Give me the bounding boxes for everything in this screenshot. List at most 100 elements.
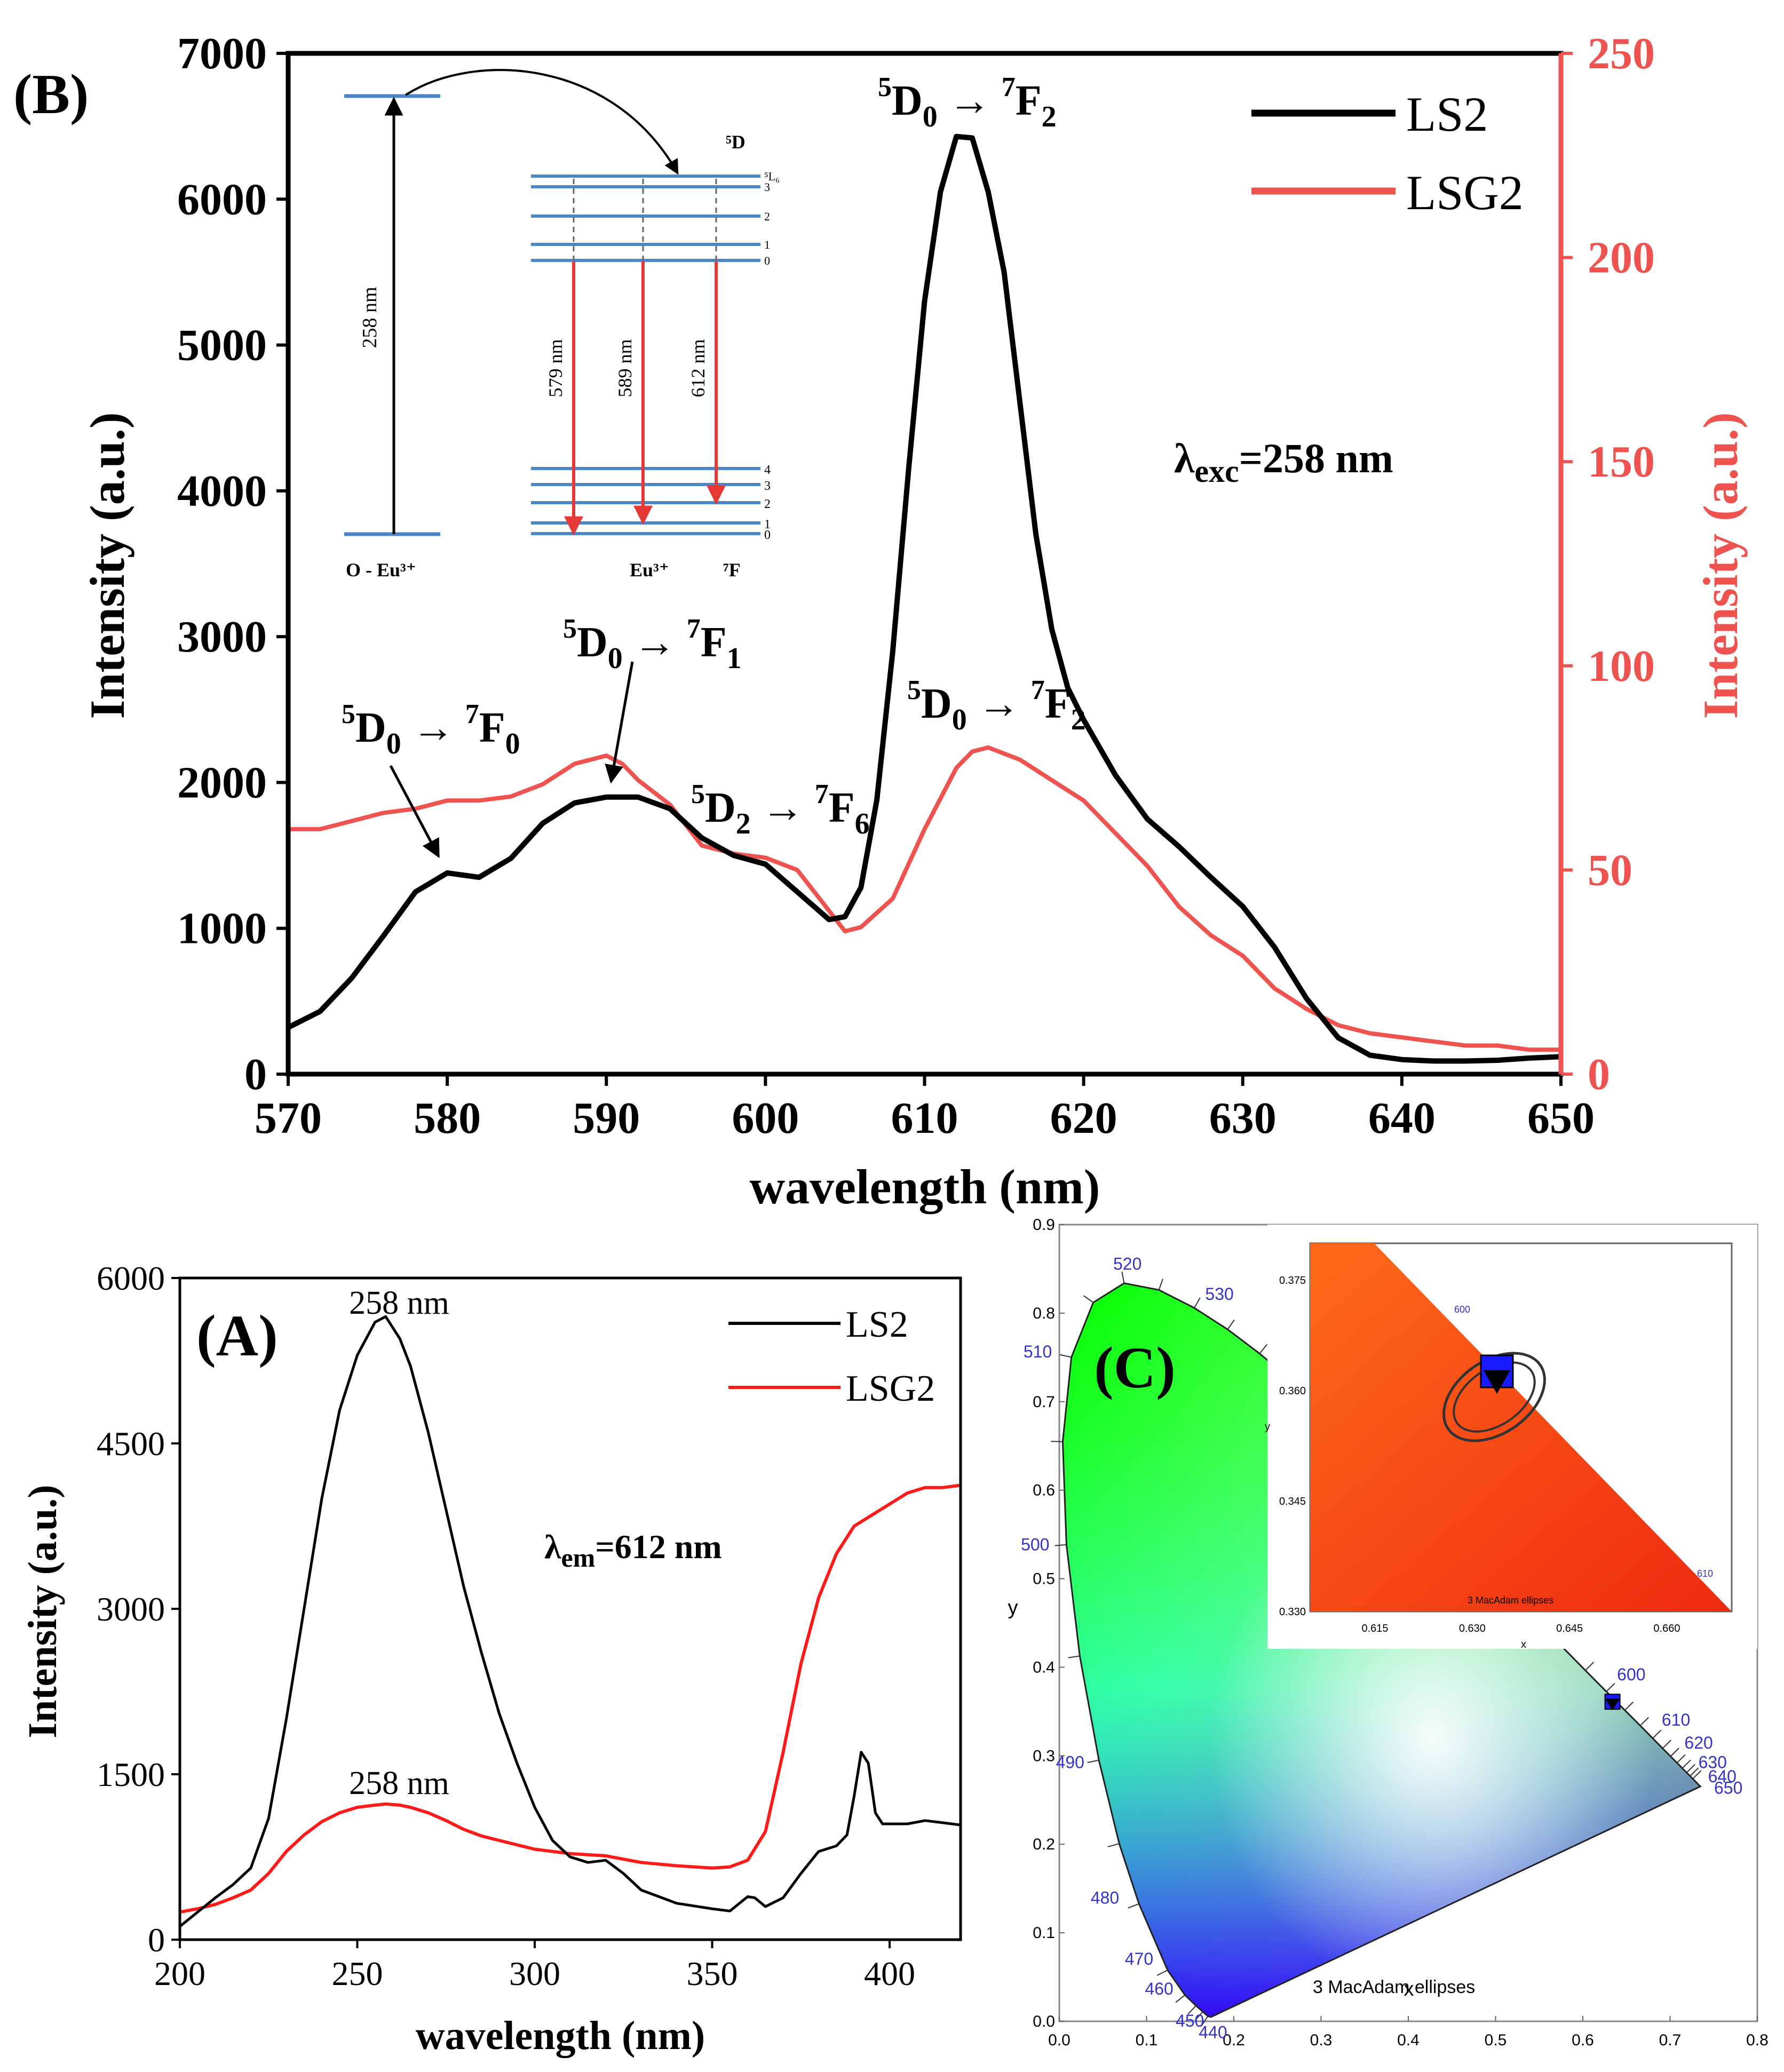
wavelength-label: 610 <box>1662 1710 1690 1729</box>
locus-tick <box>1187 2005 1196 2015</box>
x-axis: 0.0 0.1 0.2 0.3 0.4 0.5 0.6 0.7 0.8 <box>1048 2016 1769 2049</box>
eu-label: Eu³⁺ <box>630 559 669 581</box>
wavelength-label: 640 <box>1708 1767 1737 1786</box>
y-tick-label: 0.4 <box>1033 1658 1055 1676</box>
y-tick-label: 7000 <box>177 29 267 78</box>
y-axis: 0.0 0.1 0.2 0.3 0.4 0.5 0.6 0.7 0.8 0.9 <box>1033 1216 1065 2030</box>
locus-tick <box>1682 1759 1691 1769</box>
y-axis: 0 1500 3000 4500 6000 <box>97 1259 180 1959</box>
inset-wl-600: 600 <box>1454 1304 1470 1315</box>
wavelength-label: 650 <box>1714 1778 1742 1797</box>
x-tick-label: 570 <box>255 1093 322 1143</box>
inset-wl-610: 610 <box>1697 1568 1713 1579</box>
locus-tick <box>1194 2011 1203 2021</box>
inset-gamut-region <box>1310 1243 1732 1611</box>
x-tick-label: 400 <box>864 1955 915 1992</box>
y-tick-label: 0.2 <box>1033 1836 1055 1853</box>
locus-tick <box>1121 1272 1125 1284</box>
locus-tick <box>1662 1740 1671 1749</box>
upper-level-label: 1 <box>764 238 770 251</box>
y2-tick-label: 150 <box>1588 437 1655 487</box>
inset-y-tick-label: 0.375 <box>1279 1275 1306 1287</box>
y2-axis-title: Intensity (a.u.) <box>1693 412 1748 719</box>
locus-tick <box>1175 1994 1186 2003</box>
y2-tick-label: 0 <box>1588 1050 1610 1099</box>
wavelength-label: 520 <box>1113 1254 1141 1273</box>
y-tick-label: 0.5 <box>1033 1570 1055 1588</box>
upper-level-label: 3 <box>764 180 770 194</box>
x-tick-label: 650 <box>1527 1093 1595 1143</box>
o-eu-label: O - Eu³⁺ <box>346 559 416 581</box>
locus-tick <box>1194 1297 1201 1308</box>
emission-wavelength: 612 nm <box>687 339 709 397</box>
y-tick-label: 0.1 <box>1033 1924 1055 1942</box>
y2-tick-label: 250 <box>1588 29 1655 78</box>
emission-wavelength: 589 nm <box>614 339 636 397</box>
x-axis-title: wavelength (nm) <box>416 2013 705 2058</box>
y-tick-label: 1500 <box>97 1756 165 1793</box>
series-ls2-line <box>180 1315 961 1928</box>
x-tick-label: 620 <box>1050 1093 1117 1143</box>
transition-label: 5D0 → 7F0 <box>342 699 520 760</box>
upper-level-label: ⁵L₆ <box>764 170 780 183</box>
wavelength-label: 510 <box>1024 1342 1052 1361</box>
y-tick-label: 0.6 <box>1033 1482 1055 1499</box>
wavelength-label: 460 <box>1145 1979 1173 1998</box>
y-tick-label: 0.3 <box>1033 1747 1055 1765</box>
x-axis: 200 250 300 350 400 <box>154 1940 915 1992</box>
locus-tick <box>1051 1441 1063 1442</box>
x-tick-label: 630 <box>1209 1093 1276 1143</box>
series-lsg2-line <box>288 745 1561 1052</box>
transition-label: 5D0 → 7F2 <box>878 72 1057 133</box>
x-tick-label: 0.3 <box>1310 2031 1333 2049</box>
locus-tick <box>1068 1655 1080 1658</box>
panel-c: 0.0 0.1 0.2 0.3 0.4 0.5 0.6 0.7 0.8 0.0 0.1 0.2 0.3… <box>1008 1216 1769 2049</box>
y-tick-label: 3000 <box>97 1590 165 1628</box>
y-tick-label: 0.7 <box>1033 1393 1055 1411</box>
locus-tick <box>1083 1295 1094 1303</box>
locus-tick <box>1692 1770 1702 1780</box>
excitation-wavelength: 258 nm <box>359 287 381 348</box>
wavelength-label: 600 <box>1617 1665 1645 1684</box>
inset-ellipse-label: 3 MacAdam ellipses <box>1468 1595 1553 1606</box>
locus-tick <box>1259 1344 1267 1354</box>
inset-y-tick-label: 0.330 <box>1279 1606 1306 1618</box>
y-tick-label: 0.8 <box>1033 1305 1055 1322</box>
inset-ls2-marker <box>1484 1370 1510 1394</box>
y-tick-label: 3000 <box>177 612 267 662</box>
legend: LS2 LSG2 <box>728 1304 935 1409</box>
cie-inset: 0.615 0.630 0.645 0.660 0.330 0.345 0.360 0.37… <box>1265 1225 1757 1650</box>
y-tick-label: 0.9 <box>1033 1216 1055 1234</box>
wavelength-label: 470 <box>1125 1949 1153 1968</box>
x-tick-label: 640 <box>1368 1093 1436 1143</box>
x-tick-label: 0.6 <box>1572 2031 1594 2049</box>
locus-tick <box>1060 1354 1072 1358</box>
lower-level-label: 2 <box>764 497 771 511</box>
arrow-7f0 <box>389 765 440 859</box>
x-tick-label: 350 <box>687 1955 738 1992</box>
x-axis-title: x <box>1404 1978 1414 2000</box>
lower-manifold-label: ⁷F <box>723 559 741 581</box>
x-tick-label: 580 <box>414 1093 481 1143</box>
x-axis: 570 580 590 600 610 620 630 640 650 <box>255 1074 1595 1143</box>
y-axis-title: Intensity (a.u.) <box>80 412 134 719</box>
x-tick-label: 200 <box>154 1955 205 1992</box>
y-tick-label: 6000 <box>97 1259 165 1297</box>
y-axis-left: 0 1000 2000 3000 4000 5000 6000 7000 <box>177 29 288 1099</box>
locus-tick <box>1087 1759 1099 1764</box>
ls2-marker <box>1605 1698 1620 1711</box>
lambda-value: =258 nm <box>1239 435 1393 481</box>
y2-tick-label: 100 <box>1588 641 1655 691</box>
gamut-fill-white <box>1063 1283 1701 2017</box>
lambda-symbol: λ <box>1174 435 1195 481</box>
legend-ls2-label: LS2 <box>1406 87 1488 141</box>
arrow-7f1 <box>605 661 634 784</box>
transition-label: 5D2 → 7F6 <box>691 779 870 840</box>
lower-level-label: 4 <box>764 463 771 477</box>
y-tick-label: 4500 <box>97 1425 165 1463</box>
wavelength-label: 620 <box>1684 1733 1712 1752</box>
y-tick-label: 2000 <box>177 758 267 807</box>
x-tick-label: 610 <box>891 1093 958 1143</box>
wavelength-label: 450 <box>1176 2011 1204 2030</box>
